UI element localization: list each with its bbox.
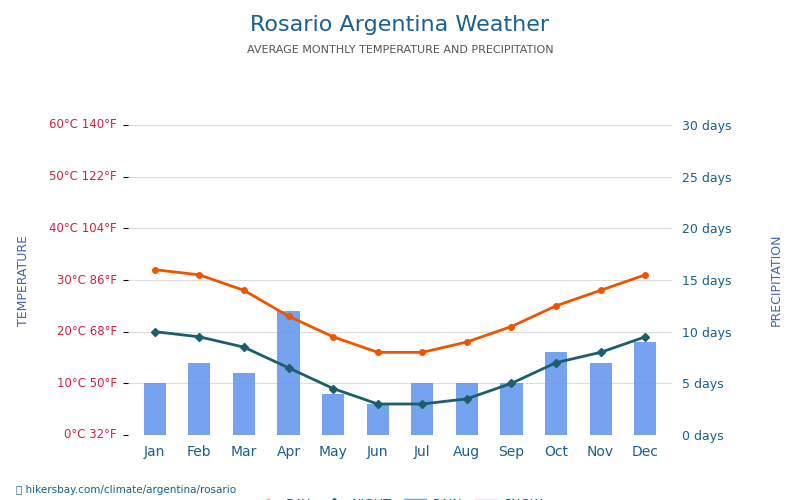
Bar	[590, 362, 612, 435]
NIGHT	[194, 334, 204, 340]
Bar	[188, 362, 210, 435]
Legend: DAY, NIGHT, RAIN, SNOW: DAY, NIGHT, RAIN, SNOW	[252, 492, 548, 500]
DAY	[150, 266, 159, 272]
Line: NIGHT: NIGHT	[152, 329, 648, 407]
NIGHT	[418, 401, 427, 407]
DAY	[284, 313, 294, 319]
DAY	[551, 303, 561, 309]
Text: 📍 hikersbay.com/climate/argentina/rosario: 📍 hikersbay.com/climate/argentina/rosari…	[16, 485, 236, 495]
Text: PRECIPITATION: PRECIPITATION	[770, 234, 782, 326]
Bar	[233, 373, 255, 435]
NIGHT	[150, 328, 159, 334]
Text: 30°C 86°F: 30°C 86°F	[57, 274, 117, 286]
NIGHT	[284, 365, 294, 371]
Line: DAY: DAY	[152, 267, 648, 355]
Bar	[456, 384, 478, 435]
Text: 50°C 122°F: 50°C 122°F	[50, 170, 117, 183]
NIGHT	[596, 350, 606, 356]
Bar	[545, 352, 567, 435]
Bar	[411, 384, 434, 435]
DAY	[194, 272, 204, 278]
Text: 40°C 104°F: 40°C 104°F	[50, 222, 117, 235]
DAY	[239, 288, 249, 294]
NIGHT	[462, 396, 472, 402]
Text: 20°C 68°F: 20°C 68°F	[57, 325, 117, 338]
Text: AVERAGE MONTHLY TEMPERATURE AND PRECIPITATION: AVERAGE MONTHLY TEMPERATURE AND PRECIPIT…	[246, 45, 554, 55]
NIGHT	[641, 334, 650, 340]
Text: 60°C 140°F: 60°C 140°F	[50, 118, 117, 132]
DAY	[462, 339, 472, 345]
NIGHT	[239, 344, 249, 350]
Bar	[500, 384, 522, 435]
NIGHT	[506, 380, 516, 386]
Bar	[144, 384, 166, 435]
DAY	[506, 324, 516, 330]
Bar	[278, 311, 300, 435]
Bar	[322, 394, 344, 435]
DAY	[373, 350, 382, 356]
DAY	[418, 350, 427, 356]
Text: Rosario Argentina Weather: Rosario Argentina Weather	[250, 15, 550, 35]
NIGHT	[551, 360, 561, 366]
Text: TEMPERATURE: TEMPERATURE	[18, 234, 30, 326]
Bar	[634, 342, 656, 435]
Text: 0°C 32°F: 0°C 32°F	[65, 428, 117, 442]
Bar	[366, 404, 389, 435]
Text: 10°C 50°F: 10°C 50°F	[57, 377, 117, 390]
DAY	[328, 334, 338, 340]
NIGHT	[373, 401, 382, 407]
NIGHT	[328, 386, 338, 392]
DAY	[641, 272, 650, 278]
DAY	[596, 288, 606, 294]
